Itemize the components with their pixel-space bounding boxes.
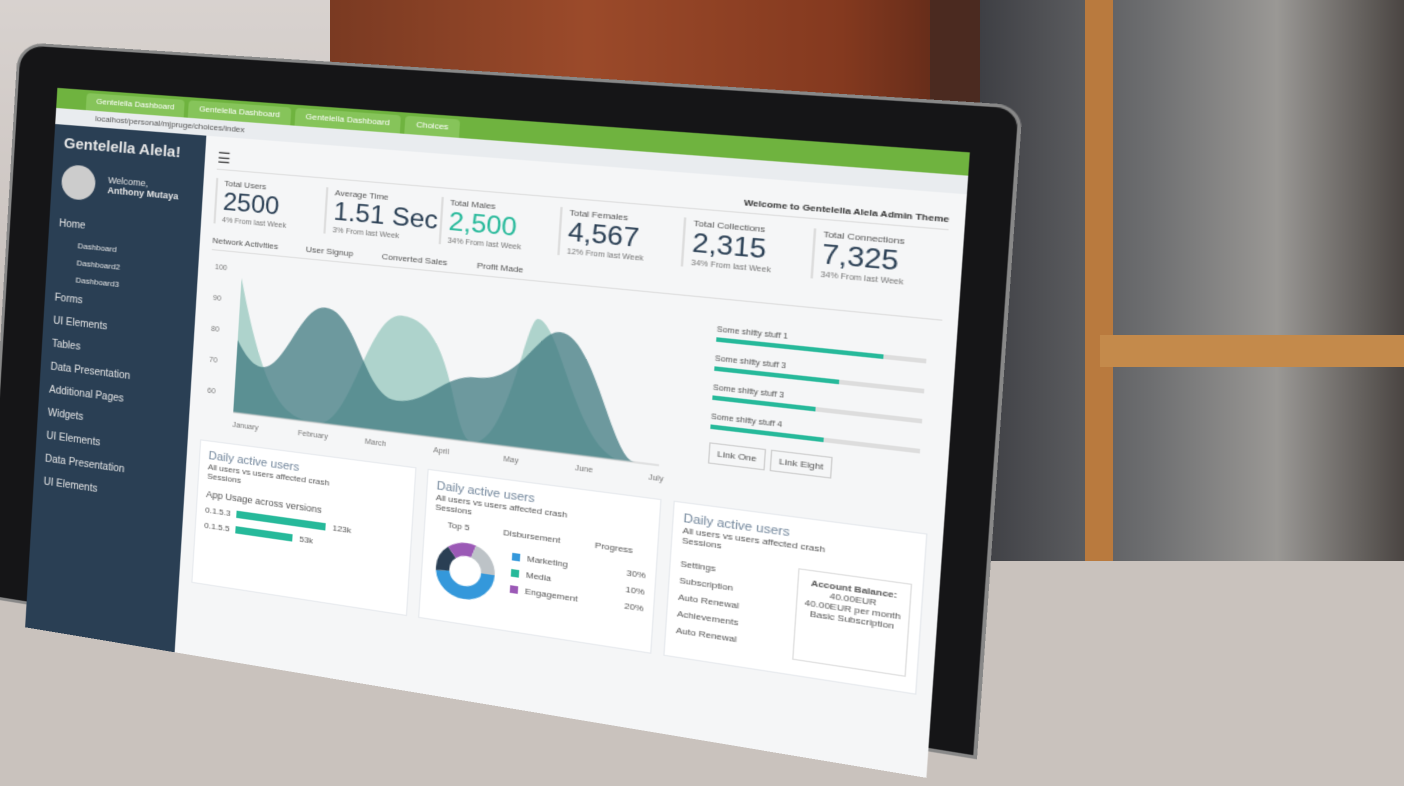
link-button[interactable]: Link Eight [770,450,833,479]
version-label: 0.1.5.5 [204,521,230,534]
legend-swatch [510,585,519,594]
account-balance-box: Account Balance: 40.00EUR 40.00EUR per mon… [792,568,912,677]
laptop: Gentelella Dashboard Gentelella Dashboar… [0,42,1023,759]
stat-card: Total Collections 2,315 34% From last Week [681,217,813,278]
legend-value: 20% [624,601,644,614]
x-tick: March [365,438,387,448]
panel-app-usage: Daily active users All users vs users af… [191,439,416,616]
shelf-post [1085,0,1113,561]
version-label: 0.1.5.3 [205,505,231,518]
x-tick: July [648,474,664,484]
sidebar-nav: Home Dashboard Dashboard2 Dashboard3 Forms UI… [43,212,191,512]
menu-icon[interactable]: ☰ [217,149,231,168]
col-header: Progress [595,540,634,555]
link-button[interactable]: Link One [708,442,766,470]
col-header: Top 5 [447,520,470,533]
brand[interactable]: Gentelella Alela! [63,135,195,163]
legend-value: 30% [626,568,646,581]
x-tick: January [232,422,259,433]
col-header: Disbursement [503,528,561,546]
y-tick: 80 [211,326,220,334]
x-tick: February [298,430,329,441]
shelf-board [1100,335,1404,367]
legend-swatch [512,553,521,562]
chart-tab[interactable]: Network Activities [212,236,278,252]
y-tick: 70 [209,357,218,365]
donut-chart [429,534,501,608]
x-tick: June [575,465,593,475]
stat-card: Average Time 1.51 Sec 3% From last Week [324,187,442,244]
y-tick: 60 [207,387,216,395]
x-tick: April [433,447,450,457]
y-tick: 100 [215,264,228,273]
avatar [61,164,97,201]
topbar-welcome: Welcome to Gentelella Alela Admin Theme [744,198,950,225]
background-room [980,0,1404,561]
progress-list: Some shitty stuff 1 Some shitty stuff 3 So… [694,302,942,522]
stat-card: Total Males 2,500 34% From last Week [438,197,560,255]
usage-bar [236,526,293,541]
main-content: ☰ Welcome to Gentelella Alela Admin Theme… [175,136,967,778]
legend-value: 10% [625,584,645,597]
stat-card: Total Users 2500 4% From last Week [213,178,326,234]
y-tick: 90 [213,295,222,303]
stat-card: Total Connections 7,325 34% From last Week [810,228,948,290]
user-name: Anthony Mutaya [107,185,178,201]
stat-card: Total Females 4,567 12% From last Week [557,207,684,266]
usage-value: 123k [332,523,351,535]
chart-tab[interactable]: Converted Sales [381,252,447,268]
chart-tab[interactable]: Profit Made [476,261,523,275]
usage-value: 53k [299,534,313,545]
panel-top5: Daily active users All users vs users af… [418,469,661,654]
laptop-screen: Gentelella Dashboard Gentelella Dashboar… [25,88,970,778]
legend-swatch [511,569,520,578]
x-tick: May [503,456,519,466]
panel-account: Daily active users All users vs users af… [663,501,927,695]
chart-tab[interactable]: User Signup [306,244,354,258]
